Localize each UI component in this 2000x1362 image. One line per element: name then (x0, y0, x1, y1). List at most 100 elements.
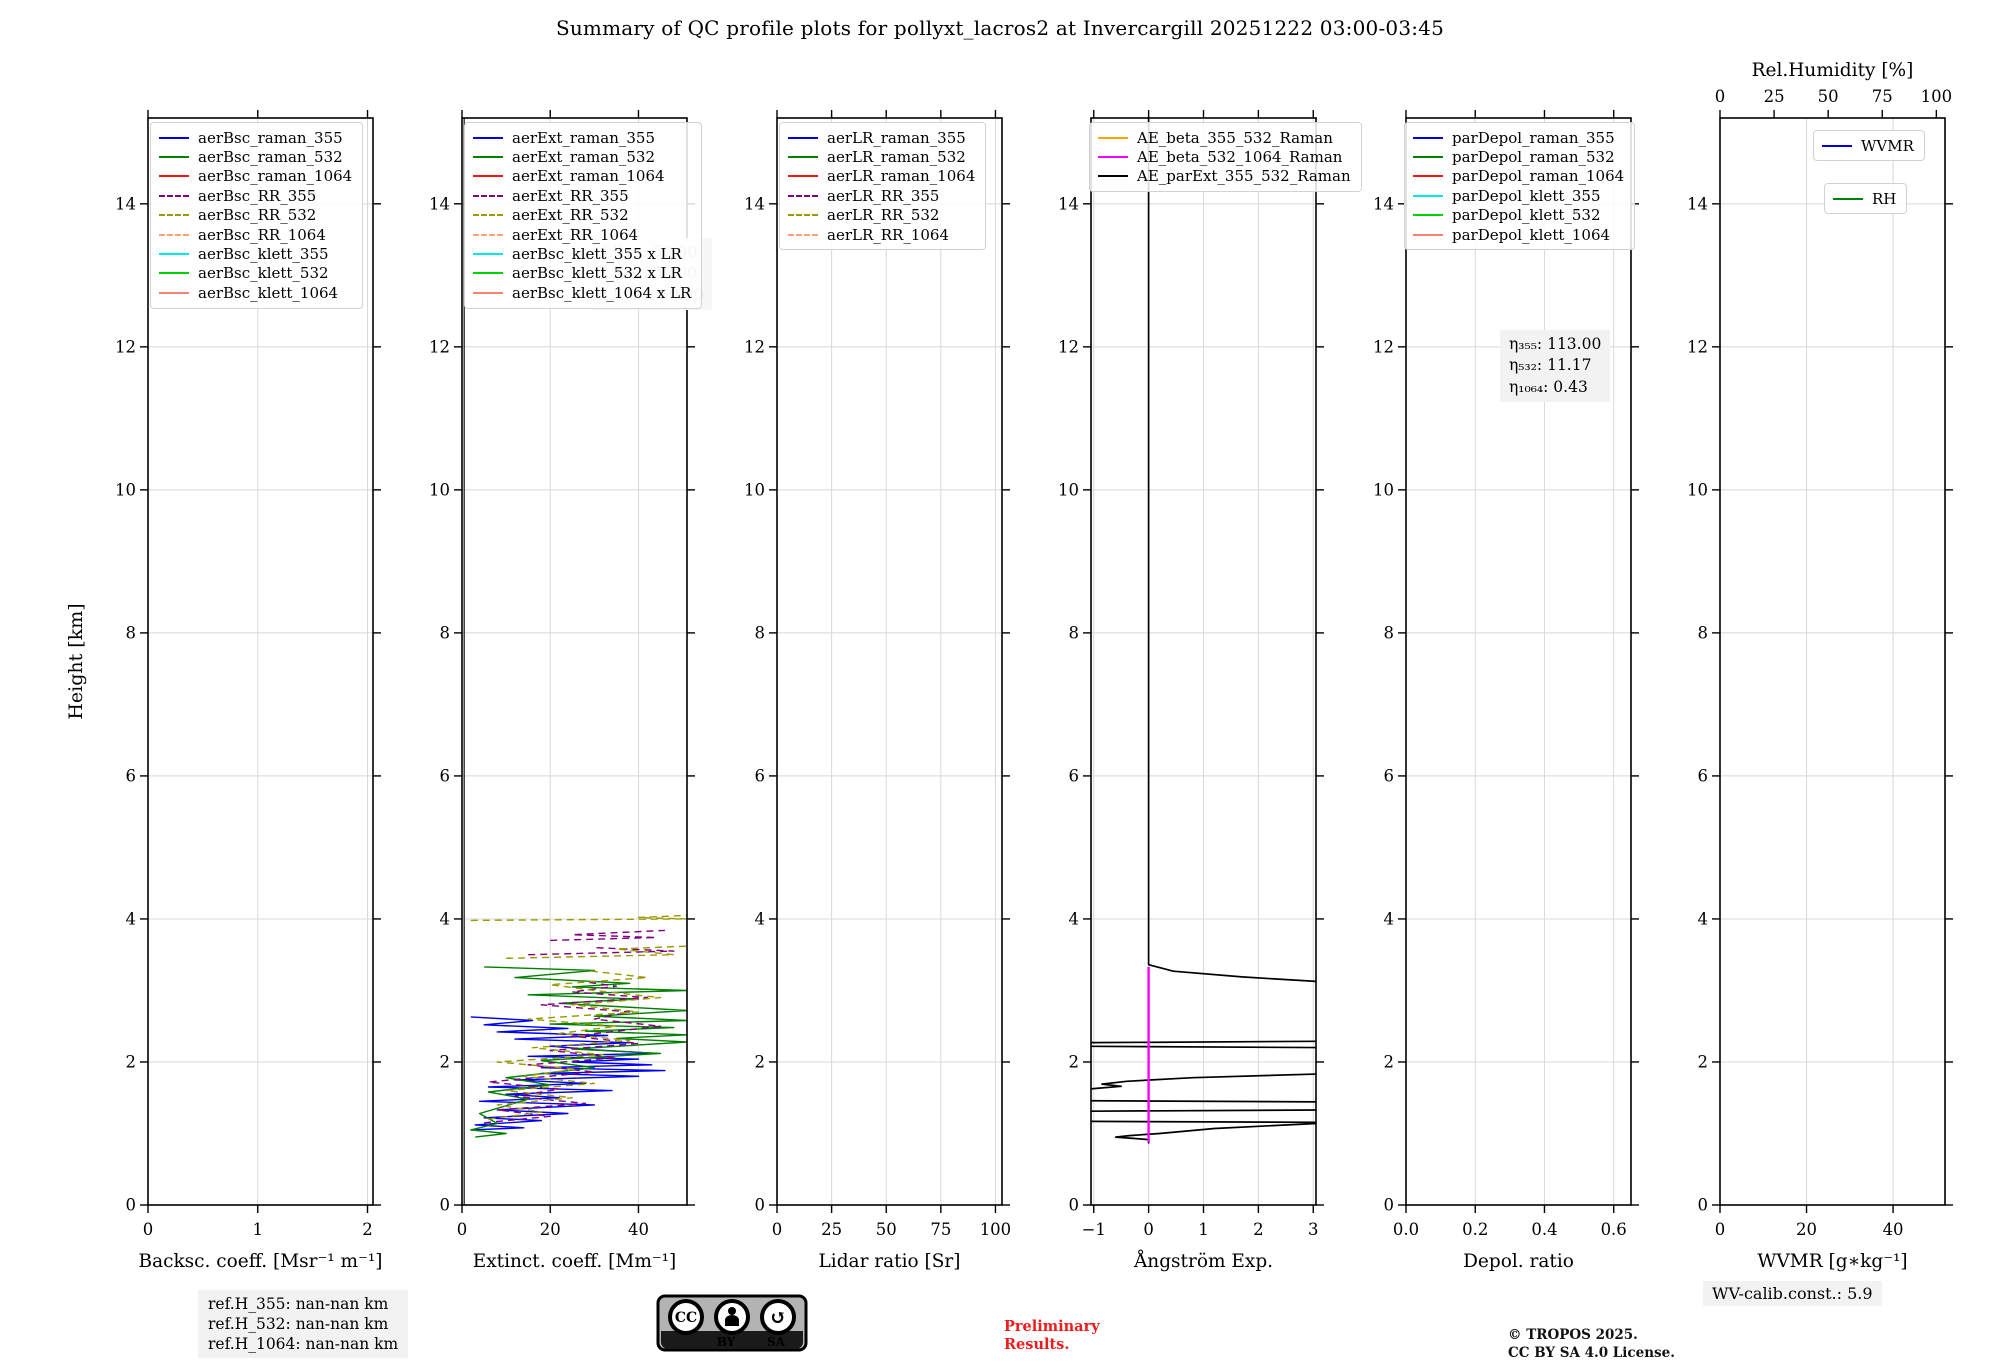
cc-icon-text: CC (675, 1310, 697, 1326)
legend-line-swatch (788, 233, 818, 236)
legend-label: parDepol_raman_355 (1452, 128, 1615, 147)
legend-line-swatch (473, 233, 503, 236)
y-tick-label: 2 (1698, 1052, 1709, 1071)
legend-label: aerLR_raman_532 (827, 148, 966, 167)
y-tick-label: 12 (1687, 337, 1708, 356)
cc-badge-strip (661, 1331, 803, 1349)
y-tick-label: 8 (1069, 623, 1080, 642)
legend-label: aerBsc_raman_355 (198, 128, 343, 147)
tropos-copyright: © TROPOS 2025. CC BY SA 4.0 License. (1508, 1327, 1675, 1361)
xlabel-angstroem: Ångström Exp. (1133, 1250, 1273, 1272)
legend-label: AE_parExt_355_532_Raman (1137, 167, 1351, 186)
x-tick-label: 40 (628, 1220, 649, 1239)
y-tick-label: 10 (1058, 480, 1079, 499)
legend-item: aerBsc_klett_355 x LR (473, 244, 691, 263)
y-tick-label: 2 (755, 1052, 766, 1071)
x-tick-label: 0 (1143, 1220, 1154, 1239)
legend-item: aerExt_RR_532 (473, 206, 691, 225)
y-tick-label: 6 (1698, 766, 1709, 785)
y-tick-label: 6 (440, 766, 451, 785)
y-tick-label: 12 (115, 337, 136, 356)
legend-label: aerLR_RR_532 (827, 206, 940, 225)
legend-item: aerLR_raman_1064 (788, 167, 975, 186)
legend-label: aerLR_RR_1064 (827, 225, 950, 244)
legend-label: parDepol_raman_1064 (1452, 167, 1625, 186)
axes-frame (1719, 117, 1946, 1206)
legend-depol-ratio: parDepol_raman_355 parDepol_raman_532 parD… (1404, 122, 1636, 251)
legend-item: aerBsc_klett_1064 (159, 283, 352, 302)
y-tick-label: 10 (744, 480, 765, 499)
legend-line-swatch (1413, 136, 1443, 139)
xlabel-wvmr: WVMR [g∗kg⁻¹] (1757, 1251, 1907, 1272)
legend-line-swatch (1413, 156, 1443, 159)
x-tick-label: 1 (253, 1220, 264, 1239)
series-aerExt_RR_355 (484, 981, 662, 1124)
y-tick-label: 4 (755, 909, 766, 928)
legend-item: WVMR (1822, 136, 1914, 155)
cc-icon (668, 1299, 704, 1335)
legend-label: aerExt_raman_532 (512, 148, 655, 167)
refh-355: ref.H_355: nan-nan km (208, 1295, 389, 1313)
legend-line-swatch (788, 175, 818, 178)
legend-label: aerBsc_klett_355 x LR (512, 245, 682, 264)
legend-line-swatch (788, 194, 818, 197)
legend-label: aerBsc_RR_532 (198, 206, 317, 225)
legend-item: aerLR_RR_1064 (788, 225, 975, 244)
y-tick-label: 4 (1069, 909, 1080, 928)
x-tick-label: 2 (362, 1220, 373, 1239)
legend-item: AE_beta_532_1064_Raman (1098, 147, 1351, 166)
y-tick-label: 0 (755, 1196, 766, 1215)
legend-label: aerLR_raman_355 (827, 128, 966, 147)
xlabel-lidar-ratio: Lidar ratio [Sr] (819, 1251, 961, 1272)
wv-calibration-constant: WV-calib.const.: 5.9 (1703, 1281, 1882, 1306)
x-tick-label: 0 (1715, 1220, 1726, 1239)
y-tick-label: 0 (1069, 1196, 1080, 1215)
legend-label: AE_beta_532_1064_Raman (1137, 148, 1343, 167)
legend-item: aerBsc_raman_1064 (159, 167, 352, 186)
y-tick-label: 2 (440, 1052, 451, 1071)
legend-line-swatch (159, 233, 189, 236)
legend-label: RH (1872, 189, 1897, 208)
legend-wvmr-rh: RH (1824, 183, 1908, 215)
legend-line-swatch (473, 291, 503, 294)
legend-item: aerBsc_raman_532 (159, 147, 352, 166)
series-aerExt_raman_532 (470, 966, 687, 1138)
legend-label: parDepol_raman_532 (1452, 148, 1615, 167)
refh-532: ref.H_532: nan-nan km (208, 1315, 389, 1334)
legend-line-swatch (788, 136, 818, 139)
cc-license-badge: CC ↺ BY SA (656, 1294, 808, 1352)
xlabel-depol-ratio: Depol. ratio (1463, 1251, 1574, 1272)
legend-item: aerBsc_klett_532 (159, 264, 352, 283)
legend-label: parDepol_klett_532 (1452, 206, 1601, 225)
legend-label: aerExt_raman_355 (512, 128, 655, 147)
legend-label: parDepol_klett_355 (1452, 186, 1601, 205)
y-tick-label: 8 (440, 623, 451, 642)
series-aerExt_RR_355 (550, 929, 665, 942)
legend-extinction: aerExt_raman_355 aerExt_raman_532 aerExt_r… (464, 122, 703, 309)
y-tick-label: 8 (1384, 623, 1395, 642)
legend-item: parDepol_raman_1064 (1413, 167, 1624, 186)
legend-label: WVMR (1861, 136, 1914, 155)
y-tick-label: 12 (1373, 337, 1394, 356)
y-tick-label: 2 (1384, 1052, 1395, 1071)
series-aerExt_raman_355 (470, 1016, 666, 1131)
x-tick-label: 0 (457, 1220, 468, 1239)
x-tick-label: 20 (540, 1220, 561, 1239)
legend-item: aerLR_RR_532 (788, 206, 975, 225)
cc-sa-icon (760, 1299, 796, 1335)
legend-item: aerBsc_klett_1064 x LR (473, 283, 691, 302)
xlabel-backscatter: Backsc. coeff. [Msr⁻¹ m⁻¹] (138, 1251, 382, 1272)
legend-label: aerExt_raman_1064 (512, 167, 665, 186)
y-tick-label: 10 (1687, 480, 1708, 499)
legend-line-swatch (788, 156, 818, 159)
legend-line-swatch (1413, 214, 1443, 217)
axes-frame (776, 117, 1003, 1206)
y-tick-label: 2 (126, 1052, 137, 1071)
legend-line-swatch (159, 156, 189, 159)
reference-height-box: ref.H_355: nan-nan km ref.H_532: nan-nan… (198, 1290, 409, 1359)
legend-item: aerLR_RR_355 (788, 186, 975, 205)
legend-item: aerExt_raman_532 (473, 147, 691, 166)
cc-sa-arrow: ↺ (770, 1305, 787, 1329)
refh-1064: ref.H_1064: nan-nan km (208, 1335, 399, 1354)
legend-line-swatch (1413, 233, 1443, 236)
